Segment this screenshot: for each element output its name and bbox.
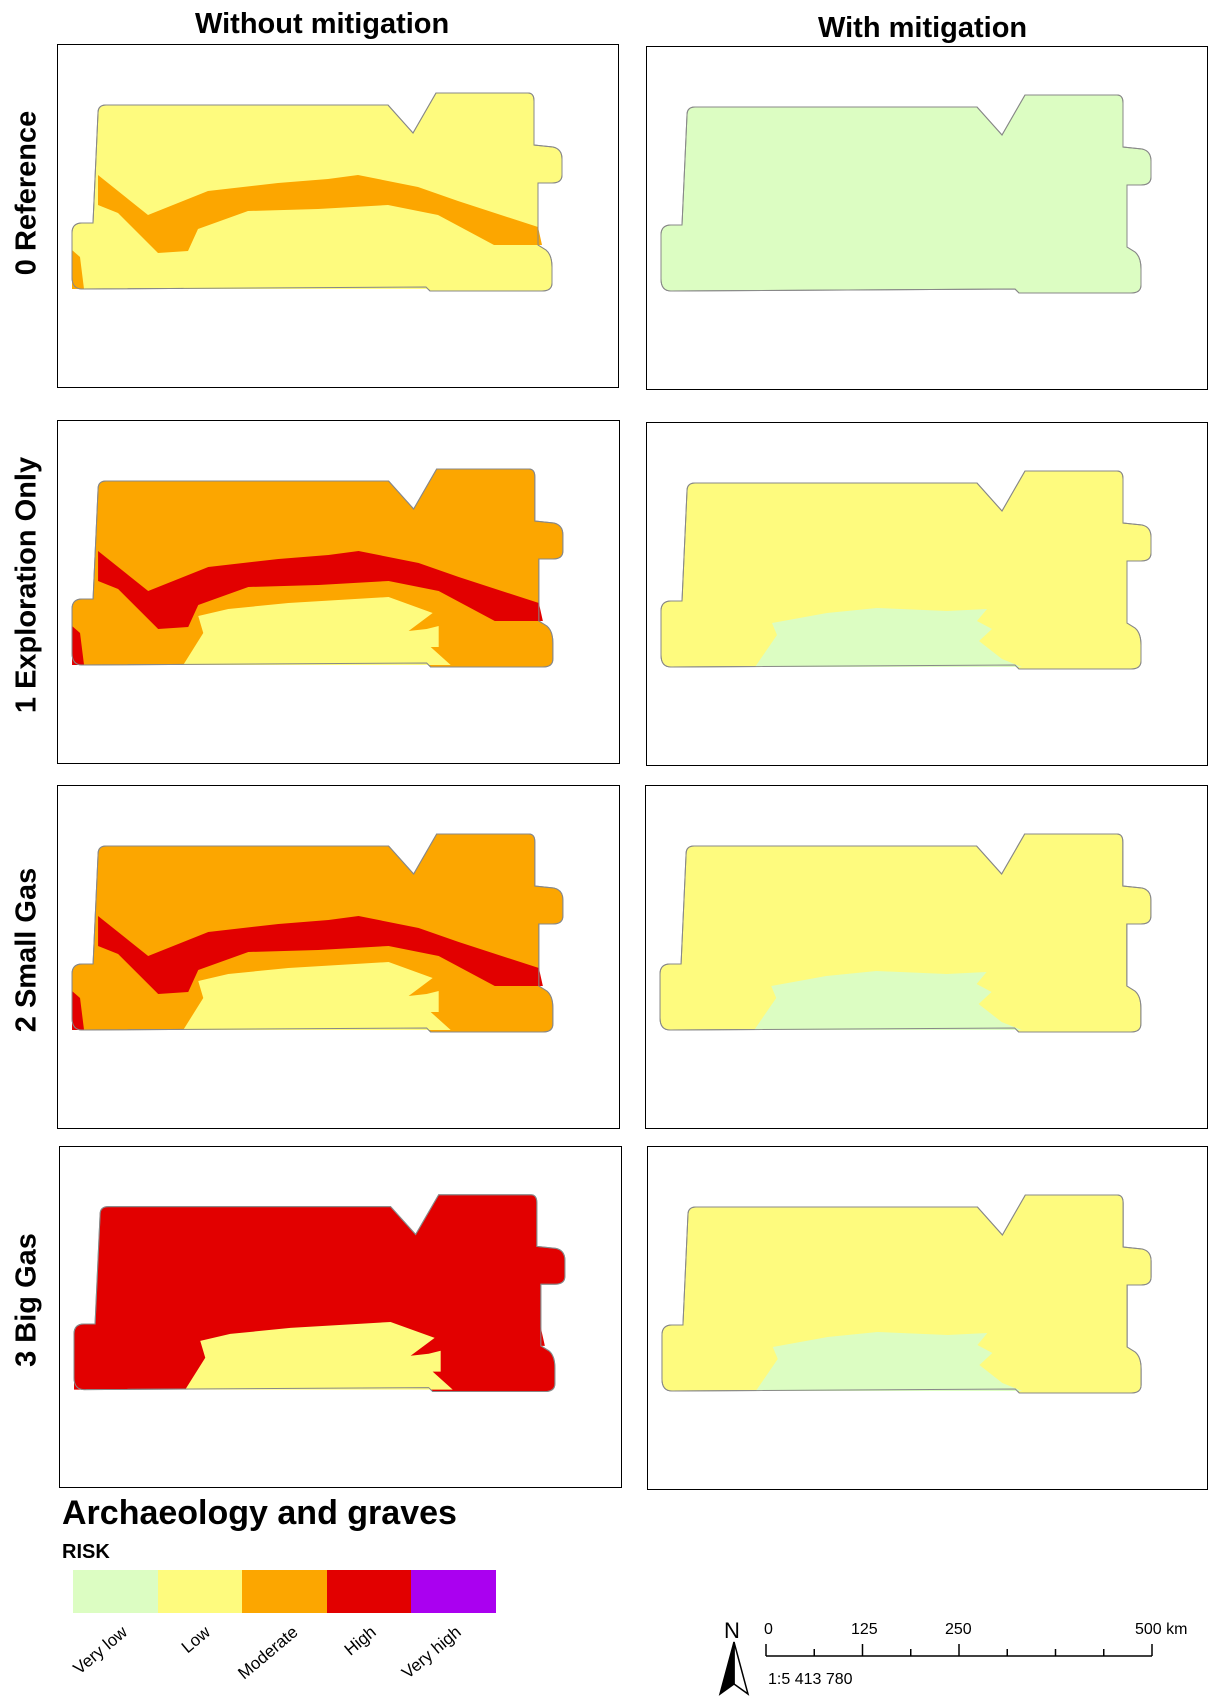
scale-label-125: 125 <box>851 1621 878 1638</box>
legend-label-very-high: Very high <box>398 1622 465 1683</box>
map-panel-with-2 <box>645 785 1208 1129</box>
row-label-reference: 0 Reference <box>10 110 43 276</box>
row-label-exploration: 1 Exploration Only <box>10 456 43 714</box>
map-panel-without-1 <box>57 420 620 764</box>
column-title-with: With mitigation <box>818 12 1028 44</box>
scale-label-250: 250 <box>945 1621 972 1638</box>
risk-zone-edge <box>72 626 85 665</box>
map-panel-with-0 <box>646 46 1208 390</box>
legend-swatch-moderate <box>242 1570 327 1613</box>
risk-zone-edge <box>74 1350 87 1390</box>
risk-zone-lower <box>754 971 1022 1030</box>
legend-subtitle: RISK <box>62 1541 110 1563</box>
risk-zone-band <box>100 1276 545 1354</box>
risk-zone-edge <box>72 250 84 289</box>
risk-map-without-0 <box>71 92 563 292</box>
region-outline <box>71 92 563 292</box>
region-outline <box>661 1194 1152 1394</box>
risk-map-with-3 <box>661 1194 1152 1394</box>
north-label: N <box>724 1618 740 1643</box>
risk-map-with-1 <box>660 470 1152 670</box>
risk-zone-lower <box>183 597 451 665</box>
map-panel-without-0 <box>57 44 619 388</box>
map-panel-with-3 <box>647 1146 1208 1490</box>
risk-map-without-1 <box>71 468 564 668</box>
row-label-big-gas: 3 Big Gas <box>10 1233 43 1367</box>
scale-bar <box>765 1644 1153 1657</box>
map-panel-without-3 <box>59 1146 622 1488</box>
risk-zone-band <box>98 916 543 994</box>
north-arrow-icon <box>718 1641 750 1696</box>
risk-zone-band <box>98 175 542 253</box>
risk-map-with-0 <box>660 94 1152 294</box>
region-outline <box>71 468 564 668</box>
risk-zone-band <box>98 551 543 629</box>
row-label-small-gas: 2 Small Gas <box>10 867 43 1033</box>
legend-swatch-high <box>327 1570 411 1613</box>
map-panel-without-2 <box>57 785 620 1129</box>
region-outline <box>659 833 1152 1033</box>
risk-zone-lower <box>183 962 451 1030</box>
risk-zone-lower <box>755 1332 1023 1391</box>
legend-swatch-very-low <box>73 1570 158 1613</box>
risk-map-without-2 <box>71 833 564 1033</box>
scale-label-0: 0 <box>764 1621 773 1638</box>
region-outline <box>71 833 564 1033</box>
map-panel-with-1 <box>646 422 1208 766</box>
region-outline <box>73 1194 566 1393</box>
region-outline <box>660 94 1152 294</box>
risk-zone-base <box>660 94 1152 294</box>
risk-zone-lower <box>185 1321 453 1390</box>
risk-map-with-2 <box>659 833 1152 1033</box>
legend-swatch-very-high <box>411 1570 496 1613</box>
risk-zone-edge <box>72 991 85 1030</box>
legend-label-high: High <box>340 1622 380 1660</box>
scale-label-500: 500 km <box>1135 1621 1188 1638</box>
legend-title: Archaeology and graves <box>62 1494 457 1532</box>
legend-label-low: Low <box>177 1622 214 1657</box>
scale-ratio: 1:5 413 780 <box>768 1671 853 1688</box>
risk-zone-lower <box>755 608 1022 667</box>
risk-map-without-3 <box>73 1194 566 1393</box>
risk-zone-lower <box>183 221 450 289</box>
legend-label-very-low: Very low <box>69 1622 131 1679</box>
region-outline <box>660 470 1152 670</box>
column-title-without: Without mitigation <box>195 8 450 40</box>
legend-label-moderate: Moderate <box>234 1622 302 1684</box>
legend-swatch-low <box>158 1570 242 1613</box>
